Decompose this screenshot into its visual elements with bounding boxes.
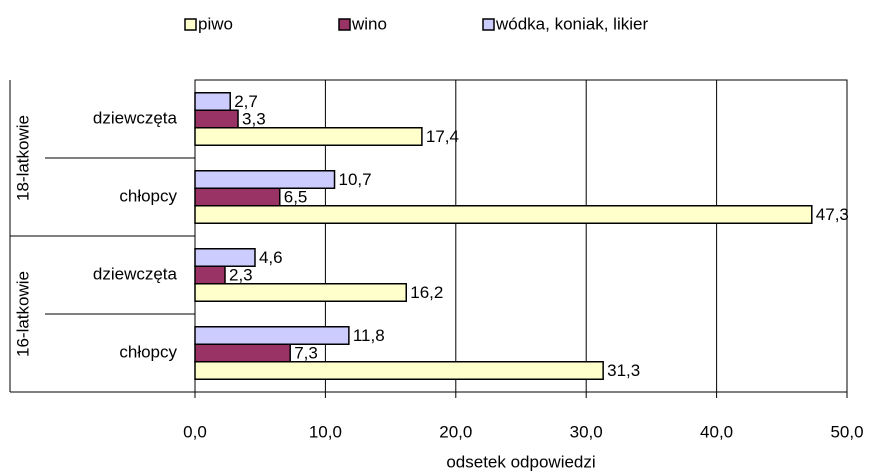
- bar: [194, 265, 226, 285]
- data-label: 31,3: [607, 361, 640, 380]
- bar: [194, 170, 336, 189]
- bar: [194, 92, 231, 111]
- bar: [194, 187, 281, 207]
- legend-label: wino: [351, 14, 387, 33]
- x-axis-title: odsetek odpowiedzi: [446, 452, 595, 471]
- y-tick-label: chłopcy: [119, 342, 177, 361]
- data-label: 6,5: [284, 187, 308, 206]
- data-label: 11,8: [353, 326, 385, 345]
- data-label: 16,2: [410, 283, 443, 302]
- data-label: 17,4: [426, 127, 459, 146]
- legend-swatch: [482, 18, 495, 31]
- x-tick-label: 50,0: [830, 422, 863, 441]
- data-label: 7,3: [294, 343, 318, 362]
- group-label: 18-latkowie: [13, 115, 32, 201]
- data-label: 10,7: [339, 170, 372, 189]
- data-label: 4,6: [259, 248, 283, 267]
- bar: [194, 326, 350, 345]
- legend-swatch: [184, 18, 197, 31]
- bar: [194, 361, 604, 380]
- bar: [194, 343, 291, 363]
- x-tick-label: 10,0: [309, 422, 342, 441]
- data-label: 3,3: [242, 109, 266, 128]
- bar: [194, 109, 239, 129]
- legend-label: piwo: [198, 14, 233, 33]
- bar: [194, 248, 256, 267]
- y-tick-label: dziewczęta: [93, 264, 178, 283]
- bar: [194, 205, 813, 224]
- legend-label: wódka, koniak, likier: [495, 14, 648, 33]
- bar: [194, 283, 407, 302]
- x-tick-label: 0,0: [183, 422, 207, 441]
- legend-swatch: [338, 18, 351, 31]
- data-label: 2,7: [234, 92, 258, 111]
- group-label: 16-latkowie: [13, 271, 32, 357]
- plot-area: [194, 79, 848, 393]
- bar: [194, 127, 423, 146]
- y-tick-label: dziewczęta: [93, 108, 178, 127]
- y-tick-label: chłopcy: [119, 186, 177, 205]
- x-tick-label: 40,0: [700, 422, 733, 441]
- data-label: 47,3: [816, 205, 849, 224]
- x-tick-label: 20,0: [439, 422, 472, 441]
- data-label: 2,3: [229, 265, 253, 284]
- x-tick-label: 30,0: [570, 422, 603, 441]
